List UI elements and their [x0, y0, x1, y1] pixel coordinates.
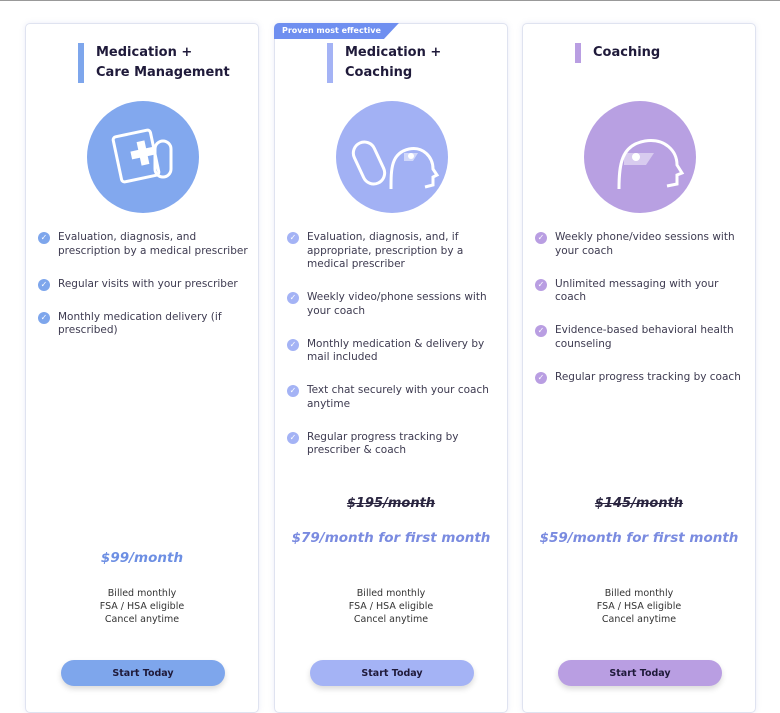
price: $59/month for first month — [539, 530, 739, 546]
check-icon: ✓ — [38, 232, 50, 244]
feature-text: Text chat securely with your coach anyti… — [307, 384, 489, 410]
check-icon: ✓ — [38, 278, 50, 291]
billing-line: Cancel anytime — [353, 614, 429, 625]
plan-title: Medication + Care Management — [78, 43, 230, 83]
start-today-button[interactable]: Start Today — [310, 660, 474, 686]
check-icon: ✓ — [287, 232, 299, 244]
billing-line: Cancel anytime — [104, 614, 180, 625]
feature-item: ✓ Weekly phone/video sessions with your c… — [535, 231, 745, 258]
feature-text: Monthly medication delivery (if prescrib… — [58, 310, 222, 337]
original-price: $195/month — [346, 496, 436, 511]
billing-line: FSA / HSA eligible — [596, 601, 682, 612]
check-icon: ✓ — [535, 325, 547, 337]
billing-line: Cancel anytime — [601, 614, 677, 625]
feature-item: ✓ Regular progress tracking by prescriber… — [287, 431, 497, 458]
check-icon: ✓ — [287, 292, 299, 304]
feature-item: ✓ Evidence-based behavioral health counse… — [535, 324, 745, 351]
feature-text: Regular visits with your prescriber — [58, 277, 238, 290]
feature-list: ✓ Weekly phone/video sessions with your c… — [535, 231, 745, 404]
pill-brain-icon — [336, 101, 448, 213]
start-today-button[interactable]: Start Today — [61, 660, 225, 686]
feature-text: Monthly medication & delivery by mail in… — [307, 337, 485, 364]
billing-line: FSA / HSA eligible — [99, 601, 185, 612]
feature-text: Unlimited messaging with your coach — [555, 277, 719, 304]
check-icon: ✓ — [287, 385, 299, 397]
price: $79/month for first month — [291, 530, 491, 546]
start-today-button[interactable]: Start Today — [558, 660, 722, 686]
feature-item: ✓ Weekly video/phone sessions with your c… — [287, 291, 497, 318]
check-icon: ✓ — [535, 371, 547, 384]
feature-item: ✓ Text chat securely with your coach anyt… — [287, 384, 497, 411]
check-icon: ✓ — [287, 338, 299, 351]
feature-item: ✓ Unlimited messaging with your coach — [535, 278, 745, 305]
check-icon: ✓ — [535, 278, 547, 291]
plan-card: Medication + Care Management ✓ Evaluation,… — [25, 23, 259, 713]
billing-line: FSA / HSA eligible — [348, 601, 434, 612]
feature-list: ✓ Evaluation, diagnosis, and, if appropri… — [287, 231, 497, 477]
check-icon: ✓ — [535, 232, 547, 244]
plan-card: Coaching ✓ Weekly phone/video sessions wit… — [522, 23, 756, 713]
original-price: $145/month — [594, 496, 684, 511]
feature-list: ✓ Evaluation, diagnosis, and prescription… — [38, 231, 248, 357]
feature-text: Weekly phone/video sessions with your co… — [555, 231, 735, 257]
feature-text: Evaluation, diagnosis, and prescription … — [58, 231, 248, 257]
feature-text: Regular progress tracking by prescriber … — [307, 430, 459, 457]
feature-item: ✓ Regular visits with your prescriber — [38, 278, 248, 292]
billing-info: Billed monthly FSA / HSA eligible Cancel a… — [26, 587, 258, 626]
billing-line: Billed monthly — [604, 588, 674, 599]
feature-item: ✓ Monthly medication delivery (if prescri… — [38, 311, 248, 338]
plan-title: Coaching — [575, 43, 660, 63]
feature-text: Weekly video/phone sessions with your co… — [307, 291, 487, 317]
feature-item: ✓ Evaluation, diagnosis, and prescription… — [38, 231, 248, 258]
feature-item: ✓ Monthly medication & delivery by mail i… — [287, 338, 497, 365]
proven-badge: Proven most effective — [274, 23, 399, 39]
billing-info: Billed monthly FSA / HSA eligible Cancel a… — [523, 587, 755, 626]
plan-card: Proven most effective Medication + Coachi… — [274, 23, 508, 713]
check-icon: ✓ — [38, 311, 50, 324]
feature-text: Evaluation, diagnosis, and, if appropria… — [307, 231, 464, 270]
feature-text: Regular progress tracking by coach — [555, 370, 741, 383]
clipboard-rx-icon — [87, 101, 199, 213]
brain-heart-icon — [584, 101, 696, 213]
feature-item: ✓ Evaluation, diagnosis, and, if appropri… — [287, 231, 497, 272]
billing-line: Billed monthly — [356, 588, 426, 599]
price: $99/month — [100, 550, 184, 566]
billing-line: Billed monthly — [107, 588, 177, 599]
check-icon: ✓ — [287, 431, 299, 444]
feature-item: ✓ Regular progress tracking by coach — [535, 371, 745, 385]
plan-title: Medication + Coaching — [327, 43, 441, 83]
billing-info: Billed monthly FSA / HSA eligible Cancel a… — [275, 587, 507, 626]
feature-text: Evidence-based behavioral health counsel… — [555, 324, 734, 350]
